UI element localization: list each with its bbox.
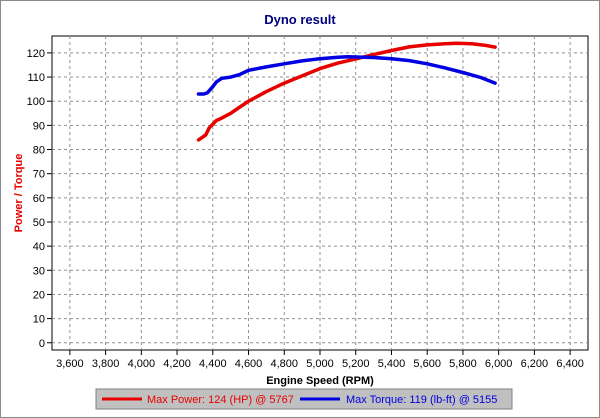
x-tick-label: 5,600 [413, 358, 441, 370]
y-tick-label: 20 [33, 289, 45, 301]
y-tick-label: 30 [33, 265, 45, 277]
x-tick-label: 4,600 [235, 358, 263, 370]
x-tick-label: 3,600 [56, 358, 84, 370]
axis-ticks: 3,600 3,800 4,000 4,200 4,400 4,600 4,800 5,000… [27, 48, 584, 370]
y-tick-label: 80 [33, 145, 45, 157]
x-tick-label: 6,200 [521, 358, 549, 370]
x-tick-label: 4,000 [128, 358, 156, 370]
x-tick-label: 5,800 [449, 358, 477, 370]
x-tick-label: 5,200 [342, 358, 370, 370]
x-axis-label: Engine Speed (RPM) [266, 375, 374, 387]
y-tick-label: 40 [33, 241, 45, 253]
y-tick-label: 50 [33, 217, 45, 229]
x-tick-label: 4,200 [163, 358, 191, 370]
legend-power-label: Max Power: 124 (HP) @ 5767 [147, 394, 294, 406]
x-tick-label: 6,400 [556, 358, 584, 370]
grid-lines [52, 36, 588, 350]
x-tick-label: 6,000 [485, 358, 513, 370]
x-tick-label: 4,800 [271, 358, 299, 370]
y-tick-label: 110 [27, 72, 45, 84]
y-tick-label: 120 [27, 48, 45, 60]
y-tick-label: 60 [33, 193, 45, 205]
y-tick-label: 90 [33, 120, 45, 132]
x-tick-label: 5,400 [378, 358, 406, 370]
y-axis-label: Power / Torque [13, 154, 25, 233]
x-tick-label: 5,000 [306, 358, 334, 370]
y-tick-label: 70 [33, 169, 45, 181]
y-tick-label: 10 [33, 314, 45, 326]
y-tick-label: 0 [39, 338, 45, 350]
x-tick-label: 4,400 [199, 358, 227, 370]
series-lines [196, 41, 497, 142]
chart-title: Dyno result [264, 12, 336, 27]
y-tick-label: 100 [27, 96, 45, 108]
legend-torque-label: Max Torque: 119 (lb-ft) @ 5155 [346, 394, 497, 406]
x-tick-label: 3,800 [92, 358, 120, 370]
power-series-line [196, 41, 497, 142]
torque-series-line [196, 55, 497, 96]
